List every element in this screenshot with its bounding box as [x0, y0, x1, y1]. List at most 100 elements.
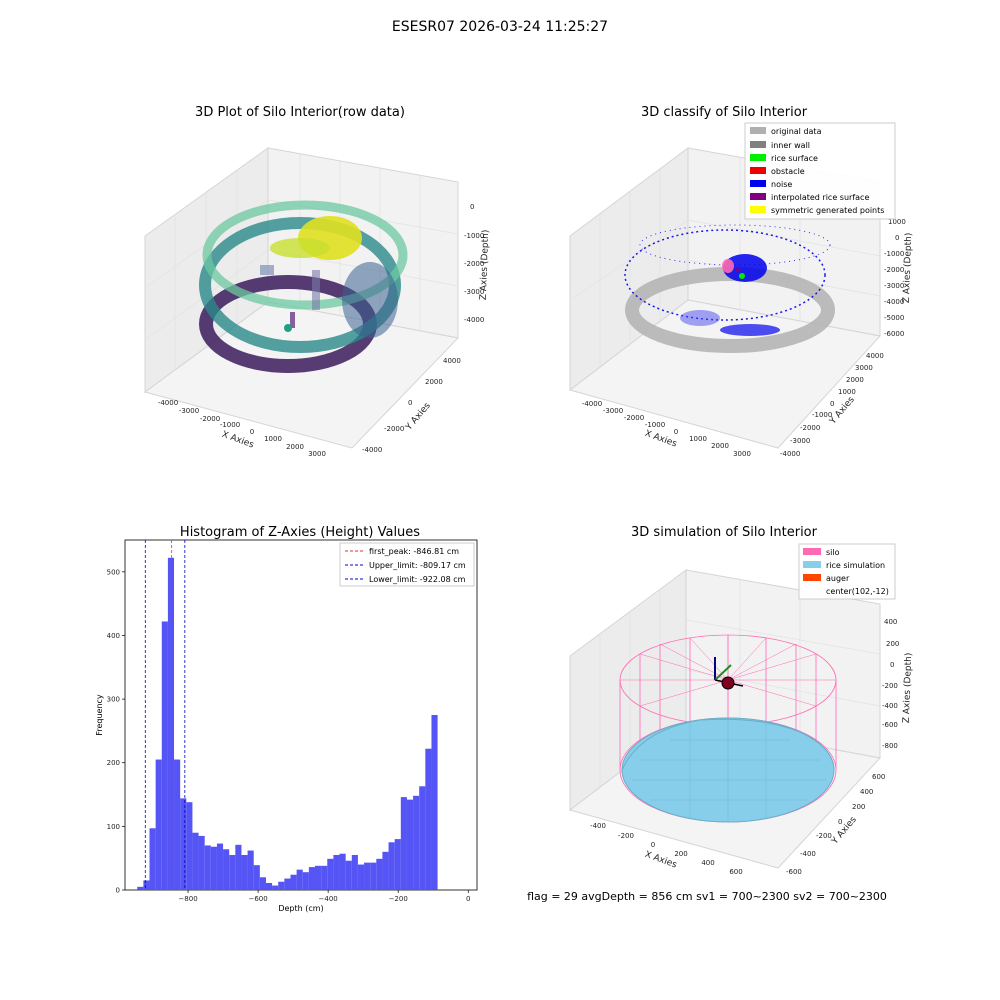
classify-zlabel: Z Axies (Depth) — [902, 233, 914, 304]
panel-simulation-title: 3D simulation of Silo Interior — [631, 525, 818, 540]
hist-bar — [339, 853, 346, 890]
legend-swatch-noise — [750, 180, 766, 187]
hist-bar — [143, 880, 150, 890]
legend-label-original: original data — [771, 127, 822, 136]
sim-xlabel: X Axies — [643, 850, 678, 871]
classify-point-cloud — [624, 224, 835, 353]
raw-xtick: -4000 — [158, 399, 178, 407]
raw-xtick: 3000 — [308, 450, 326, 458]
classify-xtick: 1000 — [689, 435, 707, 443]
hist-bar — [290, 874, 297, 890]
sim-ytick: 600 — [872, 773, 885, 781]
hist-ytick-label: 200 — [107, 759, 120, 767]
legend-label-lower-limit: Lower_limit: -922.08 cm — [369, 575, 466, 584]
legend-label-rice-sim: rice simulation — [826, 561, 885, 570]
hist-xtick-label: −200 — [389, 895, 408, 903]
hist-bar — [155, 759, 162, 890]
legend-label-obstacle: obstacle — [771, 167, 805, 176]
classify-ztick: -1000 — [884, 250, 904, 258]
raw-xtick: 0 — [250, 428, 254, 436]
hist-bar — [174, 759, 181, 890]
hist-bar — [265, 883, 273, 890]
raw-ytick: -4000 — [362, 446, 382, 454]
legend-label-inner-wall: inner wall — [771, 141, 810, 150]
hist-bar — [149, 828, 156, 890]
raw-ztick: 0 — [470, 203, 474, 211]
hist-bar — [394, 839, 401, 890]
hist-bar — [315, 865, 322, 890]
legend-swatch-silo — [803, 548, 821, 555]
classify-ytick: 3000 — [855, 364, 873, 372]
raw-ztick: -1000 — [464, 232, 484, 240]
hist-xtick-label: 0 — [466, 895, 470, 903]
sim-xtick: 600 — [729, 868, 742, 876]
hist-bar — [406, 799, 414, 890]
hist-bar — [272, 885, 279, 890]
hist-bar — [137, 886, 144, 890]
legend-swatch-inner-wall — [750, 141, 766, 148]
sim-ytick: 400 — [860, 788, 873, 796]
classify-ytick: 4000 — [866, 352, 884, 360]
legend-swatch-rice-surface — [750, 154, 766, 161]
legend-label-rice-surface: rice surface — [771, 154, 818, 163]
hist-bar — [223, 849, 230, 890]
hist-bar — [204, 845, 211, 890]
sim-xtick: 0 — [651, 841, 655, 849]
sim-ztick: -200 — [882, 682, 898, 690]
hist-bar — [351, 855, 358, 890]
classify-xtick: 3000 — [733, 450, 751, 458]
classify-ytick: 1000 — [838, 388, 856, 396]
panel-classify-title: 3D classify of Silo Interior — [641, 105, 808, 120]
legend-swatch-symmetric — [750, 206, 766, 213]
hist-bar — [376, 858, 383, 890]
hist-bar — [259, 877, 266, 890]
classify-xtick: -2000 — [624, 414, 644, 422]
hist-ytick-label: 400 — [107, 632, 120, 640]
hist-bar — [382, 851, 389, 890]
simulation-legend: silo rice simulation auger center(102,-1… — [798, 543, 896, 600]
hist-reference-lines — [144, 540, 186, 890]
hist-bar — [321, 865, 328, 890]
hist-xtick-label: −600 — [248, 895, 267, 903]
panel-histogram: Histogram of Z-Axies (Height) Values −80… — [95, 525, 478, 913]
hist-bar — [284, 878, 291, 890]
rice-simulation-surface — [621, 717, 835, 823]
classify-xtick: 0 — [674, 428, 678, 436]
legend-label-auger: auger — [826, 574, 850, 583]
classify-ytick: -1000 — [812, 411, 832, 419]
sim-ztick: -600 — [882, 721, 898, 729]
hist-bar — [357, 864, 365, 890]
status-line: flag = 29 avgDepth = 856 cm sv1 = 700~23… — [527, 890, 887, 903]
hist-ytick-label: 100 — [107, 823, 120, 831]
raw-ytick: 2000 — [425, 378, 443, 386]
hist-bar — [161, 621, 168, 890]
sim-xtick: 400 — [701, 859, 714, 867]
hist-bar — [241, 855, 248, 890]
sim-xtick: -200 — [618, 832, 634, 840]
classify-ztick: -2000 — [884, 266, 904, 274]
hist-bar — [235, 844, 242, 890]
legend-swatch-rice-sim — [803, 561, 821, 568]
hist-bar — [186, 802, 193, 890]
panel-simulation-3d: 3D simulation of Silo Interior — [568, 525, 914, 876]
hist-bar — [370, 862, 377, 890]
hist-xtick-label: −400 — [319, 895, 338, 903]
hist-bar — [167, 557, 175, 890]
hist-bar — [400, 797, 407, 890]
hist-bar — [413, 795, 420, 890]
hist-bar — [364, 862, 371, 890]
legend-label-center: center(102,-12) — [826, 587, 889, 596]
hist-bar — [388, 842, 395, 890]
sim-xtick: 200 — [674, 850, 687, 858]
legend-label-symmetric: symmetric generated points — [771, 206, 884, 215]
raw-zlabel: Z Axies (Depth) — [479, 230, 491, 301]
legend-label-noise: noise — [771, 180, 792, 189]
classify-legend: original data inner wall rice surface ob… — [744, 122, 896, 220]
hist-bar — [253, 865, 260, 890]
figure-suptitle: ESESR07 2026-03-24 11:25:27 — [392, 19, 608, 35]
hist-xaxis-ticks: −800 −600 −400 −200 0 — [178, 890, 470, 903]
raw-ztick: -4000 — [464, 316, 484, 324]
classify-ztick: -4000 — [884, 298, 904, 306]
hist-bar — [180, 798, 187, 890]
